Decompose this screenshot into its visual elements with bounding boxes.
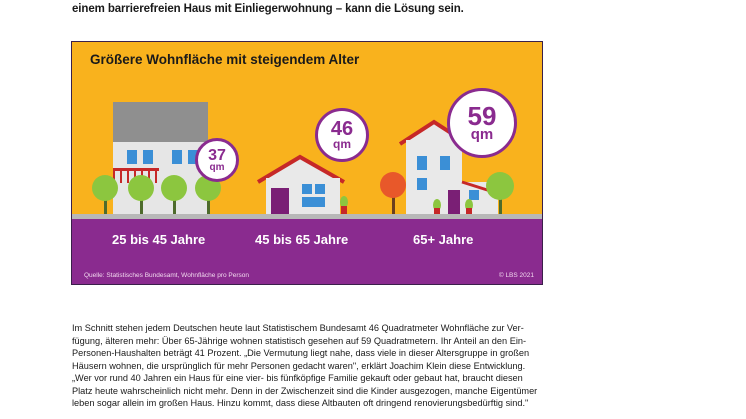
plant-icon [340,196,348,214]
area-unit: qm [209,161,225,173]
paragraph-line: Häusern wohnen, die ursprünglich für meh… [72,360,526,371]
tree-icon [128,175,154,214]
age-label-45-65: 45 bis 65 Jahre [255,232,349,247]
tree-icon [380,172,406,214]
area-value: 46 [330,117,354,140]
area-badge-25-45: 37 qm [195,138,239,182]
age-label-25-45: 25 bis 45 Jahre [112,232,206,247]
paragraph-line: Personen-Haushalten beträgt 41 Prozent. … [72,348,530,358]
plant-icon [465,199,473,214]
area-unit: qm [333,136,351,151]
age-label-65-plus: 65+ Jahre [413,232,474,247]
area-badge-45-65: 46 qm [315,108,369,162]
body-paragraph: Im Schnitt stehen jedem Deutschen heute … [72,322,617,410]
area-unit: qm [470,126,494,144]
age-band [72,219,542,284]
plant-icon [433,199,441,214]
paragraph-line: „Wer vor rund 40 Jahren ein Haus für ein… [72,373,523,383]
area-value: 59 [467,100,497,131]
bungalow-house-icon [256,154,345,214]
source-note: Quelle: Statistisches Bundesamt, Wohnflä… [84,272,249,279]
apartment-house-icon [113,102,208,214]
infographic: Größere Wohnfläche mit steigendem Alter [71,41,543,285]
infographic-title: Größere Wohnfläche mit steigendem Alter [90,52,360,67]
tree-icon [92,175,118,214]
paragraph-line: Im Schnitt stehen jedem Deutschen heute … [72,323,524,333]
paragraph-line: fügung, älteren mehr: Über 65-Jährige wo… [72,335,527,346]
paragraph-line: leben sogar allein im großen Haus. Hinzu… [72,398,529,408]
area-value: 37 [208,146,226,164]
paragraph-line: Platz heute wahrscheinlich nicht mehr. D… [72,385,538,396]
ground [72,214,542,220]
houses-illustration [72,102,542,220]
copyright-note: © LBS 2021 [498,272,534,279]
tree-icon [161,175,187,214]
area-badge-65-plus: 59 qm [447,88,517,158]
intro-line: einem barrierefreien Haus mit Einliegerw… [72,3,464,15]
tree-icon [486,172,514,214]
